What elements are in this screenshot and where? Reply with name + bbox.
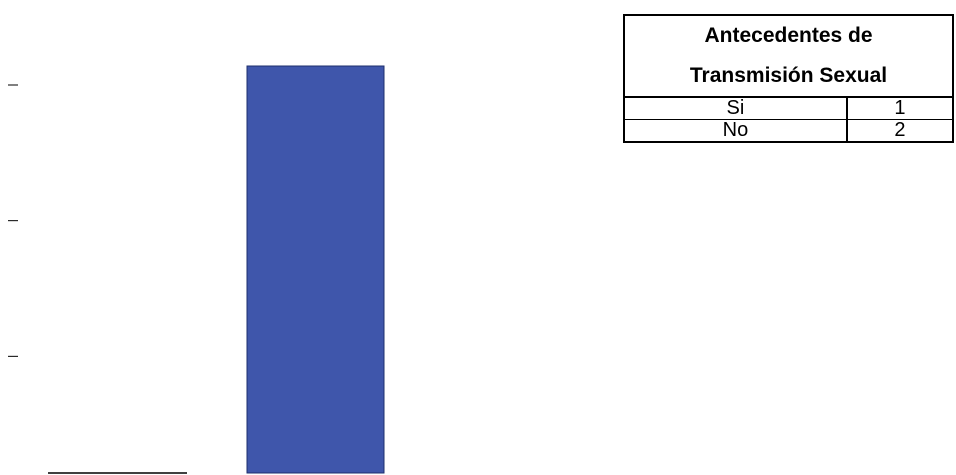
legend-title: Antecedentes de Transmisión Sexual — [623, 14, 954, 98]
legend-title-line2: Transmisión Sexual — [689, 64, 888, 87]
legend-code-si: 1 — [846, 96, 955, 120]
legend-title-line1: Antecedentes de — [704, 24, 873, 47]
legend-label-no: No — [623, 119, 848, 143]
legend-row-no: No 2 — [623, 119, 955, 143]
legend-row-si: Si 1 — [623, 96, 955, 120]
legend-table: Antecedentes de Transmisión Sexual Si 1 … — [623, 14, 955, 143]
bar-2 — [246, 65, 385, 474]
legend-label-si: Si — [623, 96, 848, 120]
legend-code-no: 2 — [846, 119, 955, 143]
